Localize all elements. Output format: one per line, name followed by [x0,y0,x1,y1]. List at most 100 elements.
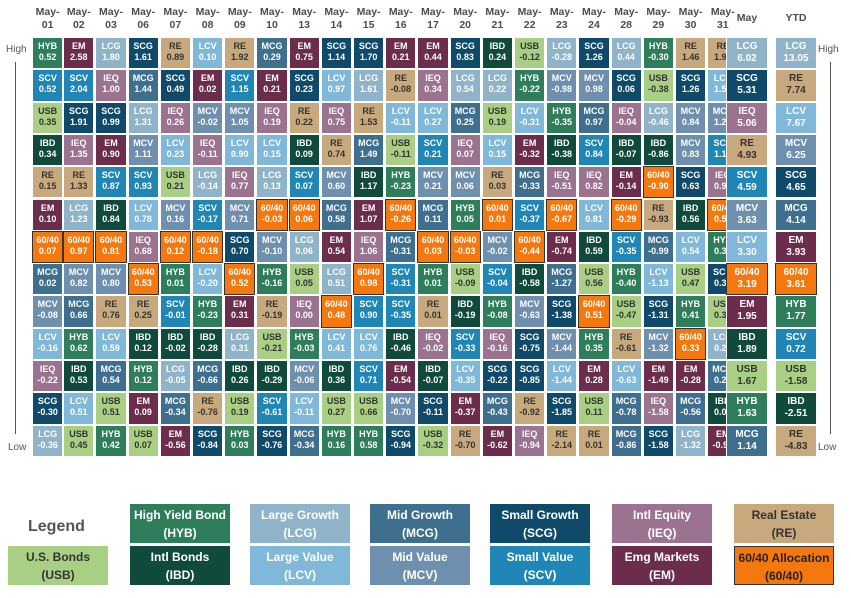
cell-MCG: MCG 0.97 [578,101,610,134]
cell-60-40: 60/40 -0.18 [192,230,224,264]
column-header: May- 02 [66,6,91,31]
cell-HYB: HYB 1.63 [726,392,768,425]
cell-60-40: 60/40 0.03 [417,230,449,264]
cell-SCG: SCG -0.76 [256,424,288,457]
cell-60-40: 60/40 -0.03 [449,230,481,264]
cell-SCG: SCG 0.06 [610,69,642,102]
cell-LCV: LCV 0.78 [127,198,159,231]
cell-HYB: HYB 0.03 [224,424,256,457]
cell-MCG: MCG -0.66 [192,360,224,393]
cell-IEQ: IEQ -0.04 [610,101,642,134]
cell-RE: RE 1.33 [63,166,95,199]
column-header: May- 30 [678,6,703,31]
cell-MCV: MCV -0.06 [288,360,320,393]
cell-SCG: SCG 0.23 [288,69,320,102]
cell-IEQ: IEQ 5.06 [726,101,768,134]
cell-60-40: 60/40 0.01 [481,198,513,231]
cell-LCG: LCG -0.46 [642,101,674,134]
cell-IBD: IBD 0.59 [578,230,610,264]
cell-RE: RE -4.83 [775,424,817,457]
cell-LCG: LCG 0.31 [224,327,256,360]
cell-MCV: MCV 0.84 [675,101,707,134]
cell-LCV: LCV 0.10 [192,37,224,70]
cell-IBD: IBD -0.02 [159,327,191,360]
cell-MCV: MCV -0.70 [385,392,417,425]
cell-60-40: 60/40 -0.29 [610,198,642,231]
cell-USB: USB -0.11 [385,133,417,167]
cell-MCV: MCV 0.83 [675,133,707,167]
cell-LCG: LCG 1.31 [127,101,159,134]
cell-60-40: 60/40 -0.44 [514,230,546,264]
cell-HYB: HYB -0.23 [192,295,224,328]
cell-RE: RE 0.01 [417,295,449,328]
cell-USB: USB 1.67 [726,360,768,393]
cell-SCG: SCG 0.49 [159,69,191,102]
cell-HYB: HYB 0.35 [578,327,610,360]
cell-IBD: IBD -0.38 [546,133,578,167]
cell-MCG: MCG 0.11 [417,198,449,231]
cell-MCV: MCV 1.11 [127,133,159,167]
cell-SCV: SCV -0.04 [481,263,513,296]
cell-MCG: MCG -0.78 [610,392,642,425]
cell-SCG: SCG 5.31 [726,69,768,102]
cell-LCV: LCV 0.27 [417,101,449,134]
cell-LCV: LCV 0.59 [95,327,127,360]
legend-item-MCG: Mid Growth (MCG) [370,504,470,543]
cell-LCV: LCV 0.15 [481,133,513,167]
cell-60-40: 60/40 0.33 [675,327,707,360]
cell-LCG: LCG 1.80 [95,37,127,70]
cell-MCV: MCV 0.16 [159,198,191,231]
cell-60-40: 60/40 0.07 [32,230,64,264]
cell-EM: EM -0.74 [546,230,578,264]
cell-SCV: SCV -0.37 [514,198,546,231]
cell-IEQ: IEQ -0.02 [417,327,449,360]
axis-arrow-right [830,62,831,434]
column-header: May- 28 [614,6,639,31]
column-header: May- 24 [582,6,606,31]
cell-LCG: LCG 6.02 [726,37,768,70]
cell-MCG: MCG -0.99 [642,230,674,264]
column-header: May- 31 [710,6,735,31]
column-header: May- 09 [227,6,252,31]
cell-HYB: HYB 0.01 [417,263,449,296]
cell-LCG: LCG 1.61 [353,69,385,102]
cell-SCV: SCV 4.59 [726,166,768,199]
cell-IEQ: IEQ 0.19 [256,101,288,134]
cell-HYB: HYB 0.16 [320,424,352,457]
cell-IBD: IBD -0.46 [385,327,417,360]
cell-SCG: SCG 0.63 [675,166,707,199]
cell-RE: RE -2.14 [546,424,578,457]
cell-MCG: MCG -0.33 [514,166,546,199]
cell-SCV: SCV 2.04 [63,69,95,102]
cell-LCV: LCV 0.23 [159,133,191,167]
column-header: May- 17 [421,6,445,31]
cell-SCV: SCV 0.52 [32,69,64,102]
cell-IEQ: IEQ 1.06 [353,230,385,264]
cell-EM: EM 0.21 [256,69,288,102]
cell-MCV: MCV 0.82 [63,263,95,296]
cell-LCV: LCV -0.31 [514,101,546,134]
cell-LCV: LCV 0.54 [675,230,707,264]
cell-EM: EM -1.49 [642,360,674,393]
cell-MCV: MCV 0.71 [224,198,256,231]
cell-SCG: SCG 1.26 [578,37,610,70]
cell-RE: RE -0.93 [642,198,674,231]
cell-MCV: MCV 0.60 [320,166,352,199]
cell-60-40: 60/40 0.51 [578,295,610,328]
cell-IBD: IBD -0.07 [610,133,642,167]
cell-60-40: 60/40 0.12 [159,230,191,264]
cell-SCG: SCG 1.70 [353,37,385,70]
cell-HYB: HYB 0.58 [353,424,385,457]
cell-SCV: SCV 0.87 [95,166,127,199]
cell-60-40: 60/40 -0.26 [385,198,417,231]
cell-SCG: SCG 1.61 [127,37,159,70]
cell-IBD: IBD -0.19 [449,295,481,328]
cell-SCV: SCV -0.31 [385,263,417,296]
cell-60-40: 60/40 -0.67 [546,198,578,231]
legend-item-SCV: Small Value (SCV) [490,546,590,585]
cell-MCV: MCV 0.80 [95,263,127,296]
cell-LCG: LCG -0.28 [546,37,578,70]
axis-arrow-left [15,62,16,434]
cell-EM: EM -0.54 [385,360,417,393]
